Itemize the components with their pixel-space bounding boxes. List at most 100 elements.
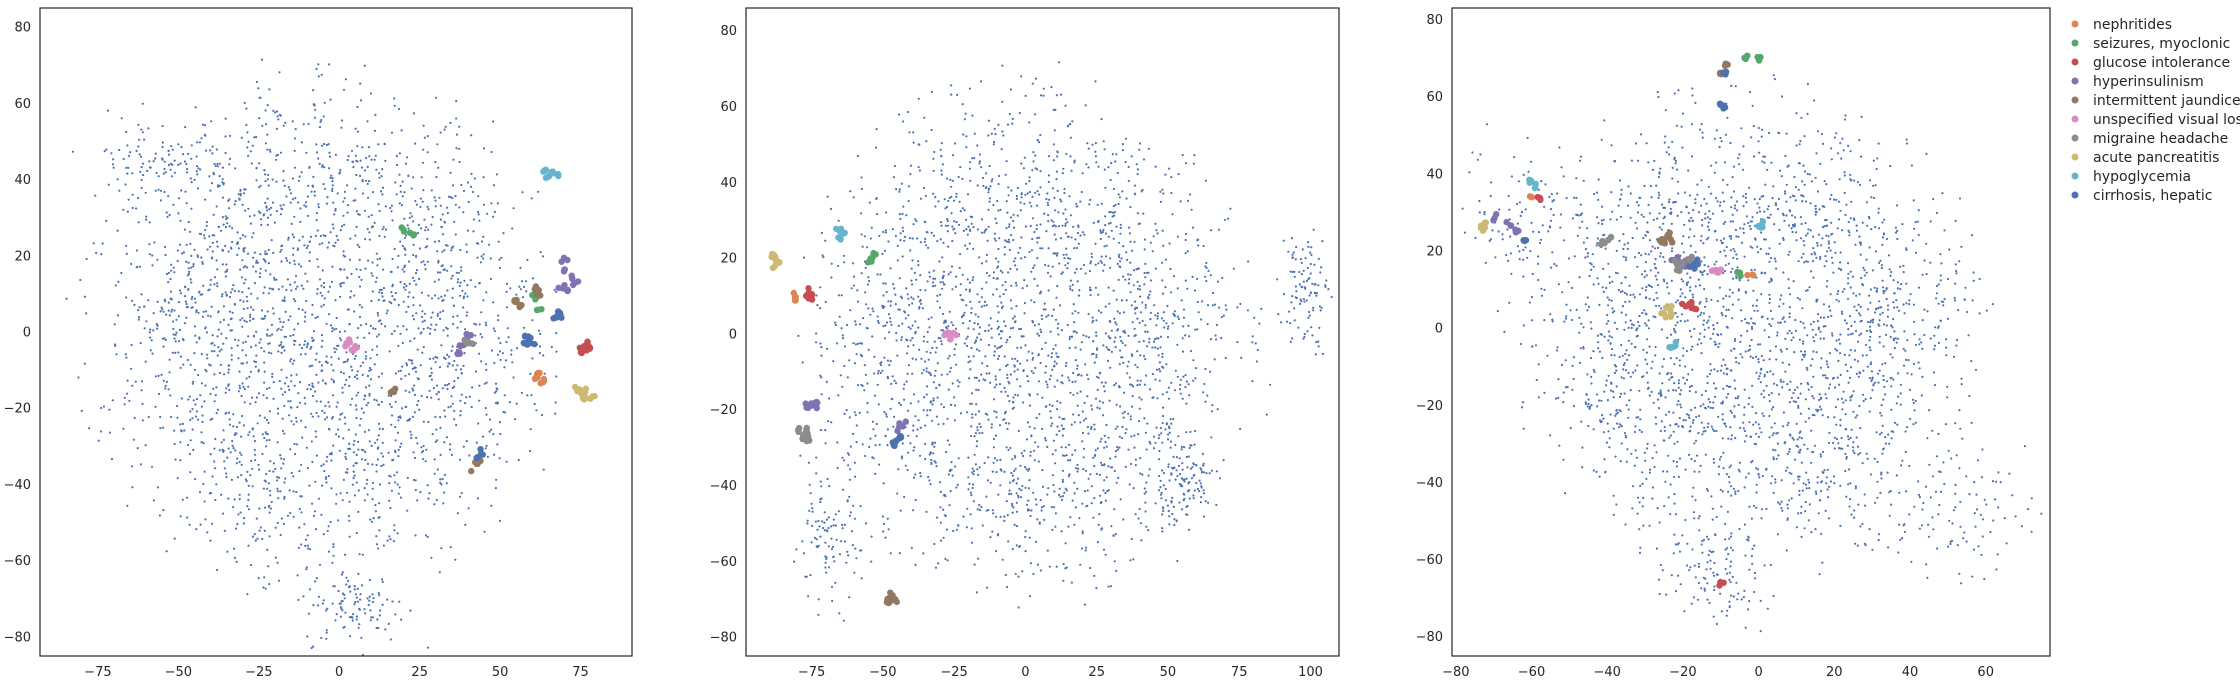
background-point: [259, 184, 262, 187]
background-point: [953, 199, 956, 202]
background-point: [238, 497, 241, 501]
background-point: [412, 112, 415, 115]
background-point: [1094, 80, 1097, 83]
background-point: [946, 230, 949, 233]
background-point: [320, 364, 323, 367]
background-point: [1029, 562, 1032, 565]
background-point: [195, 309, 198, 312]
background-point: [978, 153, 982, 156]
background-point: [1003, 515, 1006, 518]
background-point: [994, 239, 997, 242]
background-point: [349, 237, 352, 240]
background-point: [966, 233, 969, 236]
background-point: [981, 431, 984, 434]
background-point: [968, 377, 971, 380]
background-point: [221, 216, 224, 219]
background-point: [1147, 529, 1150, 532]
background-point: [1154, 346, 1157, 349]
background-point: [292, 515, 295, 518]
background-point: [195, 528, 198, 531]
background-point: [415, 283, 418, 286]
background-point: [222, 512, 225, 515]
background-point: [1125, 428, 1128, 431]
background-point: [361, 458, 364, 461]
background-point: [941, 275, 945, 278]
background-point: [1070, 236, 1073, 239]
background-point: [241, 203, 244, 206]
background-point: [1020, 489, 1023, 492]
background-point: [135, 207, 138, 210]
background-point: [1135, 163, 1138, 166]
background-point: [170, 415, 173, 419]
background-point: [405, 284, 408, 288]
background-point: [538, 329, 541, 332]
background-point: [403, 247, 406, 250]
background-point: [987, 329, 990, 332]
background-point: [268, 386, 271, 389]
background-point: [348, 258, 352, 261]
background-point: [907, 314, 910, 317]
background-point: [1184, 334, 1187, 337]
background-point: [971, 416, 974, 419]
background-point: [436, 250, 439, 253]
background-point: [1154, 267, 1157, 270]
background-point: [866, 401, 869, 405]
background-point: [925, 244, 928, 247]
background-point: [1210, 338, 1213, 341]
background-point: [387, 451, 390, 454]
background-point: [254, 270, 258, 273]
background-point: [1102, 414, 1105, 417]
background-point: [459, 320, 462, 323]
background-point: [878, 234, 881, 237]
background-point: [1186, 250, 1189, 253]
background-point: [1155, 229, 1158, 232]
background-point: [330, 280, 333, 283]
background-point: [275, 278, 278, 281]
background-point: [886, 428, 890, 431]
background-point: [1064, 364, 1067, 367]
background-point: [380, 386, 383, 389]
background-point: [485, 368, 488, 371]
background-point: [1022, 369, 1025, 373]
background-point: [294, 197, 297, 200]
background-point: [999, 484, 1002, 487]
background-point: [1154, 441, 1157, 444]
background-point: [1073, 161, 1076, 164]
background-point: [381, 228, 384, 231]
background-point: [463, 352, 466, 355]
background-point: [955, 486, 958, 489]
background-point: [968, 482, 971, 485]
background-point: [274, 556, 277, 559]
label-point-unspecified-visual-loss: [349, 347, 357, 354]
background-point: [884, 282, 887, 285]
background-point: [898, 277, 901, 280]
background-point: [366, 182, 369, 185]
background-point: [97, 439, 100, 442]
background-point: [140, 389, 143, 392]
background-point: [116, 314, 119, 317]
background-point: [355, 481, 358, 484]
background-point: [940, 155, 943, 158]
background-point: [936, 300, 939, 303]
background-point: [233, 556, 237, 560]
background-point: [1003, 412, 1007, 415]
background-point: [997, 123, 1000, 126]
background-point: [1170, 191, 1173, 195]
background-point: [555, 350, 558, 353]
background-point: [1156, 317, 1159, 320]
background-point: [187, 288, 190, 291]
background-point: [939, 521, 942, 524]
background-point: [504, 359, 508, 362]
background-point: [842, 337, 845, 340]
background-point: [191, 407, 194, 411]
background-point: [889, 300, 893, 303]
background-point: [977, 410, 981, 413]
background-point: [460, 371, 463, 375]
background-point: [907, 199, 910, 203]
background-point: [390, 270, 393, 273]
background-point: [931, 346, 934, 349]
background-point: [884, 435, 887, 438]
background-point: [1041, 396, 1044, 399]
background-point: [962, 515, 965, 518]
background-point: [490, 349, 493, 352]
